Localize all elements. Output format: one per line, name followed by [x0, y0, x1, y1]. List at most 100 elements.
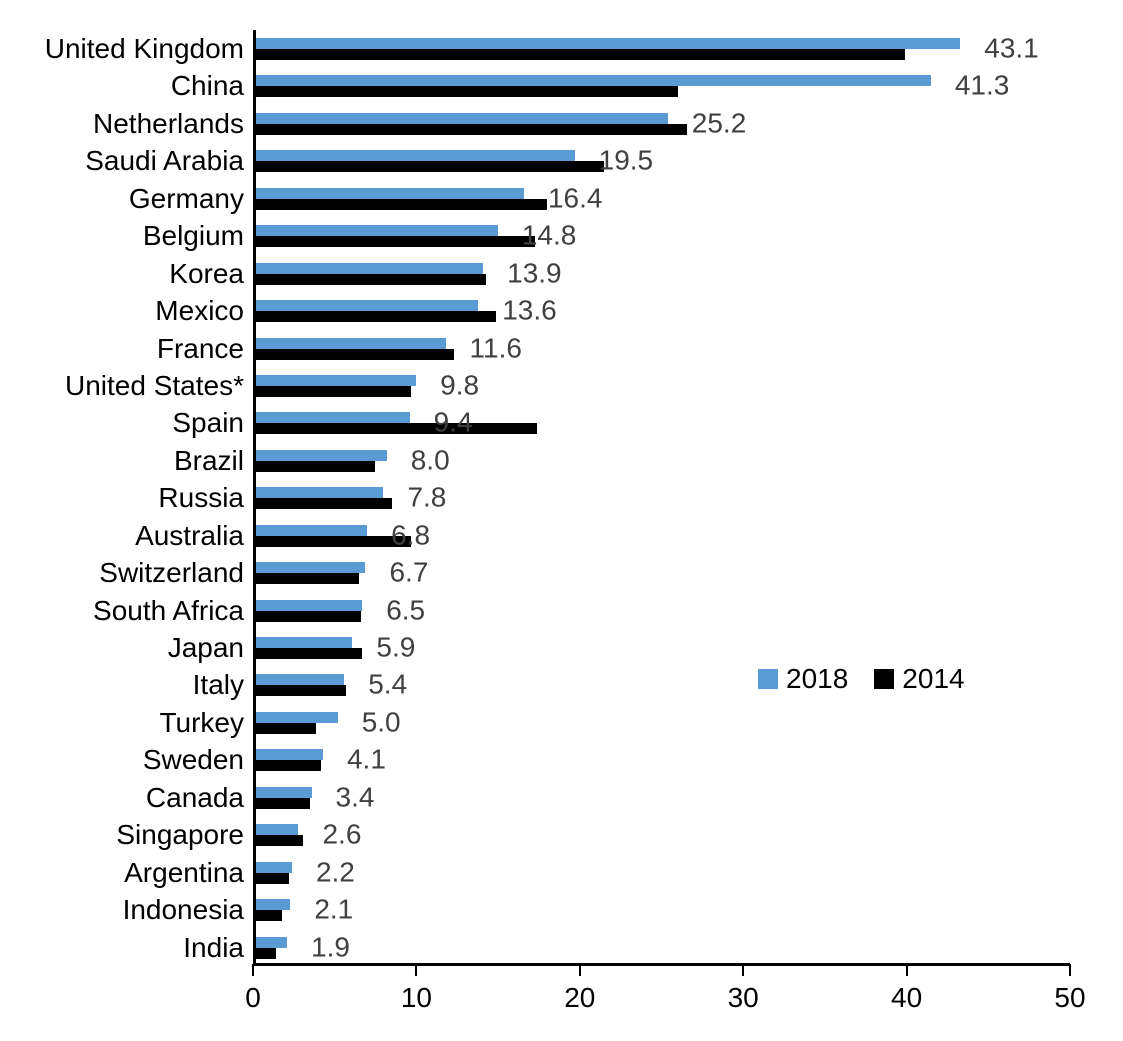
- value-label: 2.2: [315, 856, 355, 888]
- value-label: 2.1: [314, 893, 354, 925]
- value-label: 19.5: [598, 144, 654, 176]
- bar-2014: [256, 311, 497, 323]
- bar-2018: [256, 412, 410, 424]
- value-label: 43.1: [984, 32, 1039, 64]
- category-label: Argentina: [124, 856, 244, 888]
- bar-2018: [256, 225, 498, 237]
- bar-2018: [256, 637, 353, 649]
- value-label: 6.8: [391, 519, 431, 551]
- bar-2018: [256, 824, 299, 836]
- category-label: Singapore: [116, 819, 244, 851]
- bar-2018: [256, 786, 312, 798]
- x-tick-label: 30: [727, 982, 759, 1013]
- chart-row: [256, 741, 1070, 778]
- chart-row: [256, 180, 1070, 217]
- bar-2014: [256, 648, 363, 660]
- bar-2018: [256, 861, 292, 873]
- bar-2018: [256, 300, 479, 312]
- chart-row: [256, 554, 1070, 591]
- chart-row: [256, 142, 1070, 179]
- chart-row: [256, 592, 1070, 629]
- bar-2014: [256, 835, 304, 847]
- value-label: 9.8: [440, 369, 480, 401]
- bar-2018: [256, 449, 387, 461]
- category-label: Germany: [128, 182, 244, 214]
- bar-2014: [256, 722, 317, 734]
- legend-swatch-2014: [874, 669, 895, 689]
- bar-2014: [256, 273, 487, 285]
- bar-2014: [256, 498, 392, 510]
- legend-label-2018: 2018: [786, 663, 849, 694]
- value-label: 6.5: [386, 593, 426, 625]
- category-label: Netherlands: [93, 107, 244, 139]
- category-label: United Kingdom: [44, 33, 244, 64]
- bar-2014: [256, 348, 454, 360]
- chart-row: [256, 255, 1070, 292]
- value-label: 6.7: [389, 556, 429, 588]
- value-label: 5.0: [361, 706, 401, 738]
- value-label: 13.9: [507, 256, 562, 288]
- bar-2014: [256, 797, 310, 809]
- x-tick-mark: [1069, 964, 1071, 976]
- value-label: 2.6: [322, 818, 362, 850]
- value-label: 5.9: [376, 631, 416, 663]
- category-label: Japan: [167, 632, 244, 664]
- bar-2018: [256, 524, 368, 536]
- legend: 2018 2014: [758, 663, 965, 695]
- bar-2014: [256, 198, 547, 210]
- chart-row: [256, 891, 1070, 928]
- chart-row: [256, 105, 1070, 142]
- chart-row: [256, 30, 1070, 67]
- value-label: 3.4: [335, 781, 375, 813]
- chart-row: [256, 854, 1070, 891]
- value-label: 41.3: [954, 69, 1010, 101]
- bar-2014: [256, 872, 289, 884]
- value-label: 7.8: [407, 481, 447, 513]
- bar-2014: [256, 236, 536, 248]
- chart-row: [256, 629, 1070, 666]
- bar-2014: [256, 460, 376, 472]
- bar-2018: [256, 899, 291, 911]
- bar-2018: [256, 711, 338, 723]
- chart-row: [256, 666, 1070, 703]
- bar-2018: [256, 487, 384, 499]
- value-label: 9.4: [433, 406, 473, 438]
- category-label: Italy: [192, 669, 244, 701]
- chart-row: [256, 217, 1070, 254]
- x-tick-mark: [252, 964, 254, 976]
- category-label: China: [170, 70, 244, 102]
- bar-2014: [256, 49, 905, 60]
- bar-2018: [256, 749, 323, 761]
- value-label: 1.9: [311, 930, 350, 962]
- category-label: India: [183, 931, 244, 963]
- category-label: Canada: [145, 781, 244, 813]
- legend-swatch-2018: [758, 669, 778, 689]
- x-tick-mark: [905, 964, 908, 976]
- value-label: 11.6: [469, 331, 522, 363]
- category-label: Sweden: [142, 744, 244, 776]
- category-label: Indonesia: [122, 894, 244, 926]
- chart-row: [256, 704, 1070, 741]
- bar-2014: [256, 947, 276, 959]
- bar-2014: [256, 573, 359, 585]
- bar-2018: [256, 337, 446, 349]
- value-label: 5.4: [368, 668, 408, 700]
- category-label: South Africa: [93, 594, 244, 626]
- chart-row: [256, 816, 1070, 853]
- category-label: Brazil: [173, 444, 244, 476]
- chart-row: [256, 517, 1070, 554]
- bar-2018: [256, 674, 345, 686]
- x-tick-mark: [578, 964, 581, 976]
- legend-label-2014: 2014: [902, 663, 965, 694]
- bar-2014: [256, 535, 412, 547]
- bar-2018: [256, 562, 366, 574]
- bar-2018: [256, 599, 363, 611]
- category-label: United States*: [65, 369, 244, 401]
- bar-2018: [256, 38, 961, 49]
- bar-2014: [256, 123, 688, 135]
- bar-2018: [256, 374, 417, 386]
- x-tick-mark: [742, 964, 745, 976]
- legend-item-2014: 2014: [874, 663, 965, 695]
- chart-row: [256, 367, 1070, 404]
